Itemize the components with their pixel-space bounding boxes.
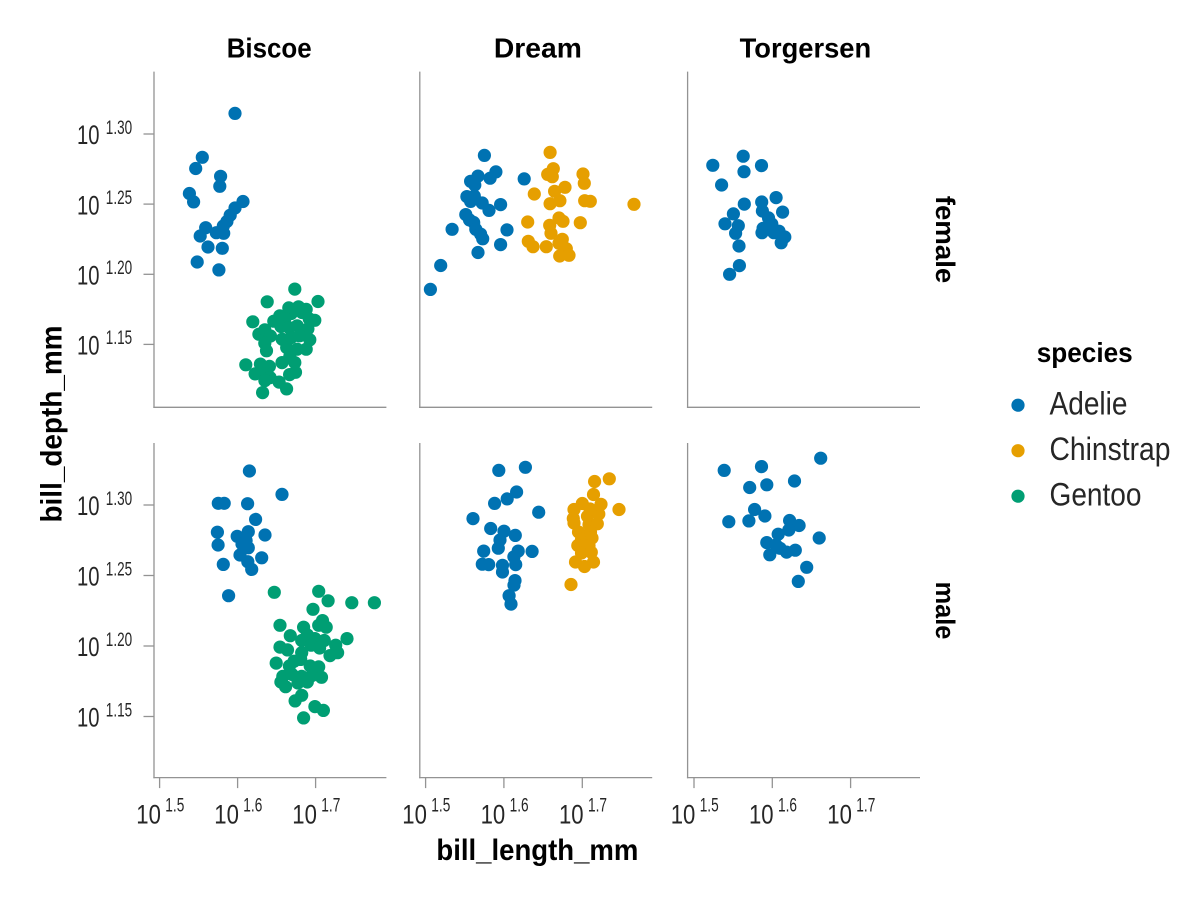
svg-text:10: 10 xyxy=(77,632,100,662)
svg-text:1.15: 1.15 xyxy=(106,327,132,349)
svg-text:1.25: 1.25 xyxy=(106,558,132,580)
svg-text:10: 10 xyxy=(77,190,100,220)
svg-text:male: male xyxy=(930,582,960,640)
svg-text:Gentoo: Gentoo xyxy=(1050,477,1142,513)
svg-text:10: 10 xyxy=(292,799,317,829)
svg-text:1.15: 1.15 xyxy=(106,699,132,721)
svg-text:Torgersen: Torgersen xyxy=(740,32,872,63)
svg-text:1.5: 1.5 xyxy=(700,794,719,816)
svg-text:10: 10 xyxy=(671,799,696,829)
svg-text:Dream: Dream xyxy=(494,32,582,63)
svg-text:10: 10 xyxy=(402,799,427,829)
svg-text:10: 10 xyxy=(77,491,100,521)
svg-text:10: 10 xyxy=(481,799,506,829)
svg-text:10: 10 xyxy=(77,120,100,150)
svg-text:1.20: 1.20 xyxy=(106,629,132,651)
svg-text:1.30: 1.30 xyxy=(106,488,132,510)
svg-text:1.5: 1.5 xyxy=(431,794,450,816)
svg-text:1.7: 1.7 xyxy=(321,794,340,816)
svg-text:10: 10 xyxy=(214,799,239,829)
svg-text:1.5: 1.5 xyxy=(165,794,184,816)
svg-text:1.6: 1.6 xyxy=(510,794,529,816)
svg-text:1.25: 1.25 xyxy=(106,187,132,209)
svg-text:1.7: 1.7 xyxy=(588,794,607,816)
svg-text:1.20: 1.20 xyxy=(106,257,132,279)
svg-text:10: 10 xyxy=(136,799,161,829)
svg-text:1.6: 1.6 xyxy=(778,794,797,816)
svg-text:10: 10 xyxy=(827,799,852,829)
svg-text:10: 10 xyxy=(77,703,100,733)
svg-text:1.30: 1.30 xyxy=(106,117,132,139)
svg-text:1.7: 1.7 xyxy=(856,794,875,816)
svg-text:1.6: 1.6 xyxy=(243,794,262,816)
svg-text:10: 10 xyxy=(77,331,100,361)
svg-text:10: 10 xyxy=(559,799,584,829)
svg-text:Biscoe: Biscoe xyxy=(227,32,312,63)
svg-text:10: 10 xyxy=(749,799,774,829)
svg-text:species: species xyxy=(1037,337,1133,368)
svg-text:10: 10 xyxy=(77,562,100,592)
svg-text:female: female xyxy=(930,196,960,284)
svg-text:bill_depth_mm: bill_depth_mm xyxy=(36,326,69,523)
svg-text:10: 10 xyxy=(77,261,100,291)
svg-text:bill_length_mm: bill_length_mm xyxy=(436,834,638,867)
svg-text:Adelie: Adelie xyxy=(1050,386,1128,422)
svg-text:Chinstrap: Chinstrap xyxy=(1050,431,1171,467)
